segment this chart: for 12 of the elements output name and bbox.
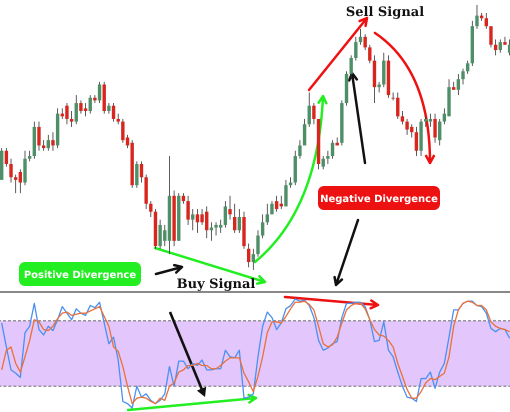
- annotation: Sell Signal: [346, 5, 424, 20]
- candlestick: [210, 222, 214, 241]
- candlestick: [228, 196, 232, 220]
- candlestick: [288, 177, 292, 188]
- candlestick: [42, 140, 46, 151]
- annotation: Negative Divergence: [320, 194, 438, 205]
- text: Buy Signal: [176, 277, 256, 292]
- candlestick: [70, 111, 74, 127]
- candlestick: [326, 150, 330, 164]
- candlestick: [51, 132, 55, 151]
- annotation: Positive Divergence: [24, 270, 136, 281]
- candlestick: [377, 82, 381, 92]
